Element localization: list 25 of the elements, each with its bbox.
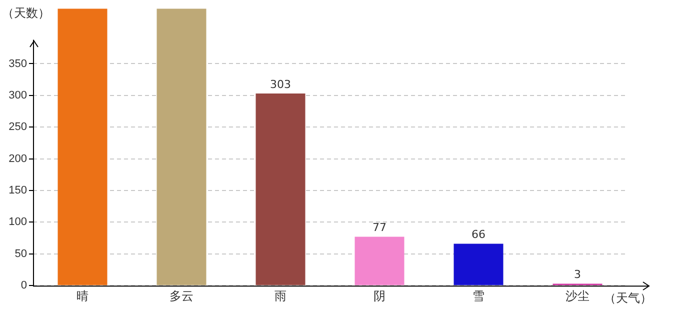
bar [58, 8, 108, 286]
y-tick-label: 150 [8, 184, 27, 197]
x-tick-label: 雪 [472, 289, 484, 304]
y-tick-label: 200 [8, 152, 27, 165]
x-tick-label: 雨 [274, 289, 286, 304]
x-axis-title: （天气） [604, 290, 652, 307]
bar [354, 236, 404, 286]
x-tick-label: 沙尘 [566, 289, 590, 304]
bar [256, 94, 306, 286]
data-label: 77 [372, 221, 386, 234]
y-tick-label: 50 [14, 248, 27, 260]
y-tick-label: 0 [20, 280, 27, 292]
bar [156, 8, 206, 286]
y-tick-label: 100 [8, 216, 27, 228]
data-label: 66 [472, 228, 486, 242]
x-tick-label: 阴 [374, 289, 386, 304]
y-tick-label: 250 [8, 121, 27, 134]
data-label: 3 [574, 268, 581, 282]
y-axis-title: （天数） [2, 5, 50, 22]
bar [454, 244, 504, 286]
y-tick-label: 300 [8, 89, 27, 102]
y-tick-label: 350 [8, 58, 27, 70]
x-tick-label: 晴 [76, 289, 88, 304]
data-label: 303 [270, 78, 291, 91]
x-tick-label: 多云 [170, 289, 194, 304]
